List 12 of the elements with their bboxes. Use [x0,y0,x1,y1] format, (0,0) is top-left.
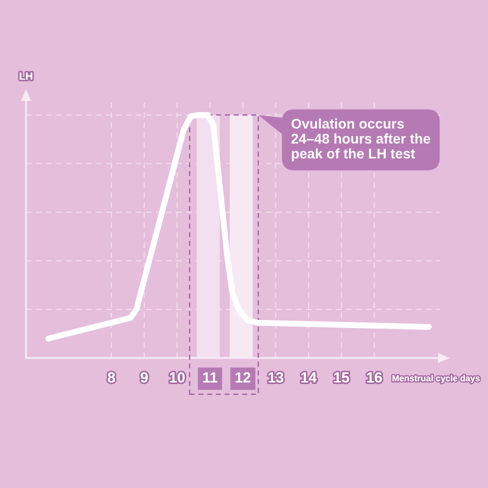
x-tick-label: 8 [108,372,116,383]
x-tick-label: 14 [301,372,317,382]
y-axis-title: LH [20,72,32,80]
x-tick-label: 13 [268,372,284,383]
x-tick-label: 9 [140,372,148,383]
x-tick-label: 12 [236,372,250,382]
x-tick-label: 10 [170,372,185,383]
annotation: Ovulation occurs 24–48 hours after the peak of the LH test [291,118,430,162]
x-tick-label: 16 [367,372,382,383]
x-tick-label: 11 [203,372,218,382]
x-tick-label: 15 [334,372,350,383]
x-axis-title: Menstrual cycle days [392,374,480,384]
